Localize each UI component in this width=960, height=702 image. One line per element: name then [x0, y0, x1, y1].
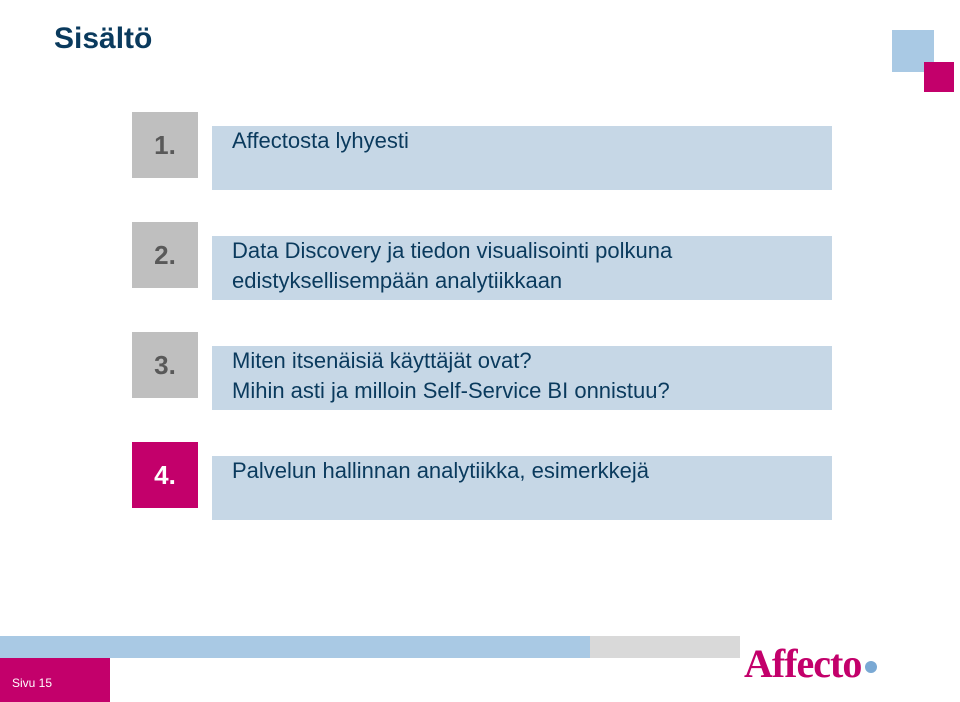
agenda-row: 2. Data Discovery ja tiedon visualisointi…: [132, 222, 852, 314]
deco-square-magenta: [924, 62, 954, 92]
strip-segment: [590, 636, 740, 658]
logo-text: Affecto: [744, 641, 861, 686]
strip-segment: [0, 636, 590, 658]
agenda-number: 4.: [132, 442, 198, 508]
page-title: Sisältö: [54, 22, 152, 56]
agenda-text: Palvelun hallinnan analytiikka, esimerkk…: [232, 456, 812, 486]
agenda-row: 1. Affectosta lyhyesti: [132, 112, 852, 204]
agenda-text: Miten itsenäisiä käyttäjät ovat?Mihin as…: [232, 346, 812, 406]
agenda-number: 2.: [132, 222, 198, 288]
agenda-text: Data Discovery ja tiedon visualisointi p…: [232, 236, 812, 296]
agenda-number: 3.: [132, 332, 198, 398]
slide: Sisältö 1. Affectosta lyhyesti 2. Data Disc…: [0, 0, 960, 702]
agenda-row: 4. Palvelun hallinnan analytiikka, esimer…: [132, 442, 852, 534]
page-number-box: Sivu 15: [0, 658, 110, 702]
agenda-row: 3. Miten itsenäisiä käyttäjät ovat?Mihin …: [132, 332, 852, 424]
agenda-list: 1. Affectosta lyhyesti 2. Data Discovery ja…: [132, 112, 852, 552]
agenda-text: Affectosta lyhyesti: [232, 126, 812, 156]
agenda-number: 1.: [132, 112, 198, 178]
affecto-logo: Affecto: [744, 640, 924, 696]
logo-dot-icon: [865, 661, 877, 673]
page-number-label: Sivu 15: [12, 676, 52, 690]
